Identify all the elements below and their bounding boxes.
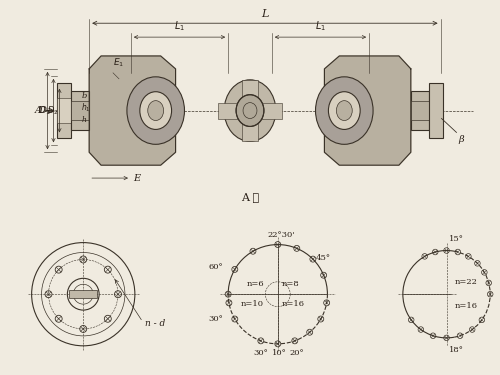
- Text: D: D: [38, 106, 46, 115]
- Bar: [58, 83, 71, 138]
- Polygon shape: [324, 56, 411, 165]
- Text: 45°: 45°: [316, 255, 330, 262]
- Bar: [242, 80, 258, 141]
- Text: E: E: [133, 174, 140, 183]
- Text: n - d: n - d: [145, 320, 165, 328]
- Bar: [411, 91, 428, 130]
- Text: β: β: [458, 135, 464, 144]
- Bar: [428, 83, 442, 138]
- Text: L: L: [261, 9, 268, 19]
- Text: n=16: n=16: [282, 300, 305, 308]
- Text: $L_1$: $L_1$: [315, 20, 326, 33]
- Text: $L_1$: $L_1$: [174, 20, 185, 33]
- Ellipse shape: [316, 77, 373, 144]
- Text: $D_1$: $D_1$: [39, 104, 52, 117]
- Bar: [218, 103, 282, 118]
- Text: 20°: 20°: [290, 349, 304, 357]
- Text: h: h: [82, 117, 86, 124]
- Text: 18°: 18°: [449, 346, 464, 354]
- Text: n=6: n=6: [246, 280, 264, 288]
- Text: n=10: n=10: [241, 300, 264, 308]
- Ellipse shape: [127, 77, 184, 144]
- Text: A: A: [34, 106, 42, 115]
- Text: n=22: n=22: [454, 278, 477, 286]
- Ellipse shape: [224, 80, 276, 141]
- Bar: [58, 98, 71, 123]
- Text: n=8: n=8: [282, 280, 300, 288]
- Bar: [72, 100, 89, 120]
- Ellipse shape: [336, 100, 352, 120]
- Text: $E_1$: $E_1$: [113, 56, 124, 69]
- Text: 60°: 60°: [208, 263, 223, 271]
- Text: b: b: [82, 92, 86, 100]
- Bar: [70, 290, 97, 298]
- Text: $h_1$: $h_1$: [82, 101, 91, 114]
- Text: 10°: 10°: [272, 349, 287, 357]
- Ellipse shape: [328, 92, 360, 129]
- Text: A 向: A 向: [241, 192, 259, 202]
- Ellipse shape: [148, 100, 164, 120]
- Polygon shape: [89, 56, 176, 165]
- Bar: [411, 100, 428, 120]
- Text: n=16: n=16: [454, 302, 477, 310]
- Ellipse shape: [236, 95, 264, 126]
- Text: 22°30': 22°30': [268, 231, 295, 238]
- Bar: [72, 91, 89, 130]
- Text: $D_2$: $D_2$: [47, 104, 58, 117]
- Text: 30°: 30°: [208, 315, 223, 323]
- Ellipse shape: [140, 92, 172, 129]
- Text: 30°: 30°: [253, 349, 268, 357]
- Text: 15°: 15°: [449, 235, 464, 243]
